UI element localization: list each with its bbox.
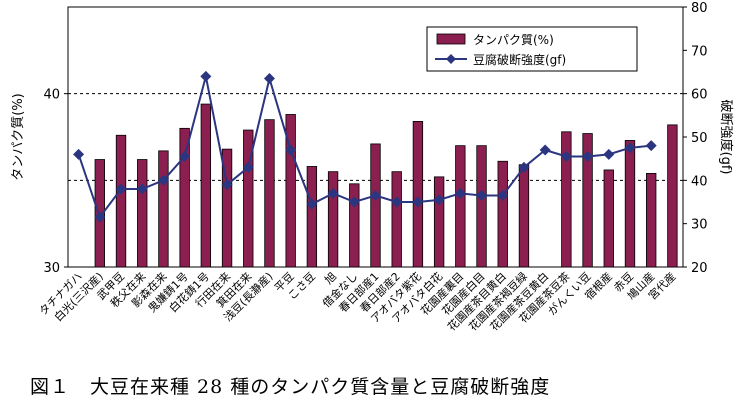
point-tofu-strength <box>560 151 572 162</box>
right-axis-tick-label: 60 <box>691 88 708 103</box>
point-tofu-strength <box>645 140 657 152</box>
point-tofu-strength <box>242 161 254 173</box>
point-tofu-strength <box>391 196 403 208</box>
right-axis-tick-label: 70 <box>691 44 708 59</box>
point-tofu-strength <box>94 211 106 223</box>
figure-caption: 図１ 大豆在来種 28 種のタンパク質含量と豆腐破断強度 <box>30 376 551 398</box>
point-tofu-strength <box>306 198 318 210</box>
point-tofu-strength <box>582 151 594 162</box>
bar-protein <box>137 159 148 268</box>
bar-protein <box>306 166 318 268</box>
point-tofu-strength <box>285 144 297 156</box>
legend-bar-swatch <box>436 33 466 45</box>
legend-bar-label: タンパク質(%) <box>473 32 554 47</box>
point-tofu-strength <box>221 179 233 191</box>
bar-protein <box>455 145 466 268</box>
point-tofu-strength <box>497 190 509 201</box>
point-tofu-strength <box>370 190 381 201</box>
legend-line-label: 豆腐破断強度(gf) <box>473 52 566 67</box>
bar-protein <box>433 176 445 268</box>
point-tofu-strength <box>327 187 339 199</box>
point-tofu-strength <box>539 144 551 156</box>
bar-protein <box>561 131 572 268</box>
bar-protein <box>603 169 614 268</box>
bar-protein <box>391 171 402 268</box>
point-tofu-strength <box>157 174 169 186</box>
bar-protein <box>412 121 424 268</box>
point-tofu-strength <box>476 190 488 201</box>
left-axis-tick-label: 40 <box>43 88 60 103</box>
bar-protein <box>518 164 530 268</box>
bar-protein <box>497 160 508 268</box>
bar-protein <box>285 114 296 268</box>
left-axis-title: タンパク質(%) <box>11 93 26 181</box>
point-tofu-strength <box>433 194 445 206</box>
bar-protein <box>582 133 593 268</box>
bar-protein <box>370 143 381 268</box>
right-axis-title: 破断強度(gf) <box>718 100 734 175</box>
bar-protein <box>646 172 657 268</box>
legend-line-marker <box>446 54 456 64</box>
point-tofu-strength <box>454 187 466 199</box>
right-axis-tick-label: 80 <box>691 1 708 16</box>
point-tofu-strength <box>412 196 424 208</box>
bar-protein <box>221 148 233 268</box>
bar-protein <box>624 140 636 268</box>
point-tofu-strength <box>624 142 636 154</box>
point-tofu-strength <box>115 183 127 195</box>
right-axis-tick-label: 20 <box>691 261 708 276</box>
point-tofu-strength <box>603 148 615 160</box>
point-tofu-strength <box>518 161 530 173</box>
point-tofu-strength <box>200 70 212 82</box>
line-tofu-strength <box>77 74 652 220</box>
right-axis-tick-label: 40 <box>691 174 708 189</box>
right-axis-tick-label: 30 <box>691 218 708 233</box>
bar-protein <box>327 171 339 268</box>
point-tofu-strength <box>73 148 85 160</box>
bar-protein <box>243 129 254 268</box>
bar-protein <box>667 124 678 268</box>
bar-protein <box>264 119 275 268</box>
point-tofu-strength <box>179 151 191 162</box>
left-axis-tick-label: 30 <box>43 261 60 276</box>
bar-protein <box>115 134 127 268</box>
point-tofu-strength <box>348 196 360 208</box>
bar-protein <box>476 145 487 268</box>
point-tofu-strength <box>263 73 275 84</box>
point-tofu-strength <box>136 183 148 195</box>
bar-protein <box>349 183 360 268</box>
bar-protein <box>179 127 190 268</box>
right-axis-tick-label: 50 <box>691 131 708 146</box>
bar-protein <box>158 150 169 268</box>
bar-protein <box>200 103 212 268</box>
